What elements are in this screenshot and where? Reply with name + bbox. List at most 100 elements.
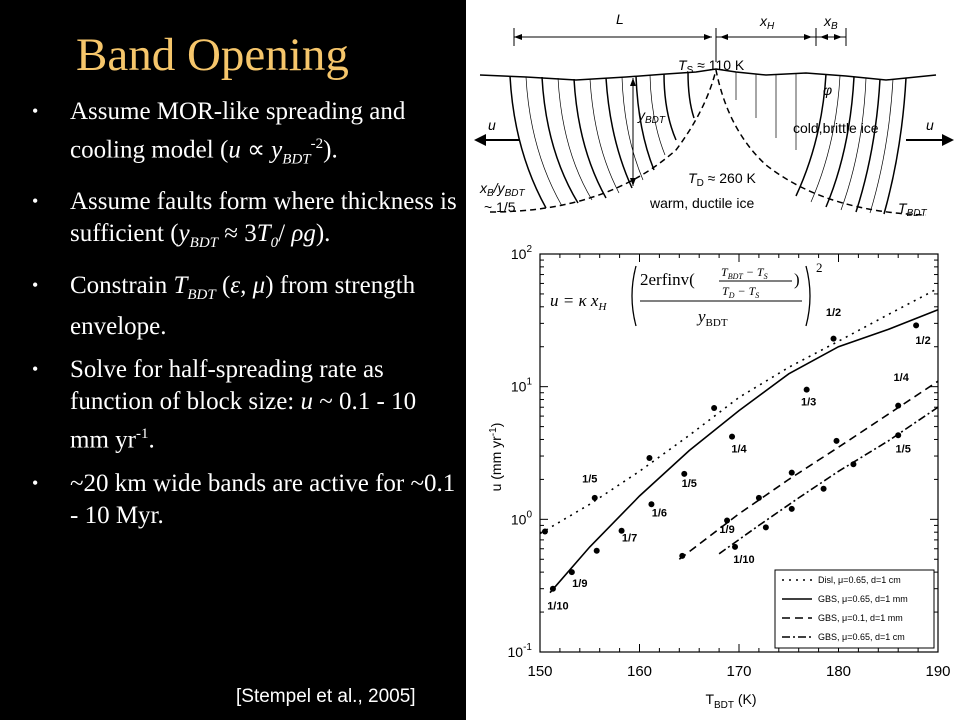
y-tick-label: 102 <box>511 244 533 262</box>
equation-denominator: yBDT <box>696 307 728 329</box>
bullet-text: ~ 0.1 - 10 mm yr <box>70 388 417 454</box>
point-label: 1/10 <box>547 600 568 612</box>
label-warm-ice: warm, ductile ice <box>649 195 754 211</box>
bullet-text: ( <box>215 272 231 300</box>
point-label: 1/2 <box>826 307 841 319</box>
data-point <box>549 585 556 592</box>
label-xb: xB <box>823 13 838 32</box>
data-point <box>833 437 840 444</box>
equation-numerator: 2erfinv( <box>640 270 695 289</box>
bullet-dot: • <box>32 472 39 493</box>
bullet-item: • Assume faults form where thickness is s… <box>32 186 457 259</box>
fault-hatching-left <box>525 74 666 207</box>
bullet-dot: • <box>32 275 39 296</box>
point-label: 1/4 <box>731 443 747 455</box>
bullet-text: ∝ <box>240 136 272 164</box>
bullet-text: ≈ 3 <box>218 220 257 248</box>
data-point <box>803 386 810 393</box>
label-u-right: u <box>926 117 934 133</box>
point-label: 1/6 <box>652 508 667 520</box>
label-L: L <box>616 11 624 27</box>
data-point <box>895 402 902 409</box>
bullet-text: ). <box>323 136 338 164</box>
data-point <box>755 494 762 501</box>
bullet-text: Assume faults form where thickness is su… <box>70 188 457 248</box>
band-diagram: L xH xB TS ≈ 110 K <box>474 11 954 219</box>
bullet-text: -1 <box>135 426 149 443</box>
bullet-text: T <box>173 272 188 300</box>
data-point <box>820 485 827 492</box>
label-cold-ice: cold,brittle ice <box>793 120 879 136</box>
bullet-dot: • <box>32 191 39 212</box>
bullet-text: 0 <box>270 235 279 252</box>
point-label: 1/9 <box>572 578 587 590</box>
equation-frac-top: TBDT − TS <box>721 265 768 281</box>
label-tbdt: TBDT <box>898 200 927 219</box>
data-point <box>729 433 736 440</box>
data-point <box>830 335 837 342</box>
bullet-text: ρg <box>291 220 316 248</box>
bullet-text: u <box>300 388 314 416</box>
equation-numerator-close: ) <box>794 270 800 289</box>
point-label: 1/2 <box>915 335 930 347</box>
fault-blocks-right <box>795 73 907 215</box>
axis-ticks: 150 160 170 180 190 10-1 100 101 102 <box>508 244 951 680</box>
label-u-left: u <box>488 117 496 133</box>
legend-entry: GBS, μ=0.65, d=1 cm <box>818 632 905 642</box>
label-ratio-value: ~ 1/5 <box>484 199 516 215</box>
data-point <box>648 501 655 508</box>
series-line <box>678 380 939 560</box>
label-ratio: xB/yBDT <box>479 180 525 199</box>
data-point <box>591 494 598 501</box>
data-point <box>788 469 795 476</box>
equation-power: 2 <box>816 260 823 275</box>
u-arrowhead-right <box>942 134 954 146</box>
bullet-text: ) from strength envelope. <box>70 272 416 341</box>
bullet-text: ). <box>315 220 331 248</box>
equation-paren-left <box>631 265 637 327</box>
data-point <box>762 524 769 531</box>
bullet-text: Assume MOR-like spreading and cooling mo… <box>70 98 406 164</box>
x-tick-label: 160 <box>627 663 652 680</box>
data-point <box>732 543 739 550</box>
bullet-text: u <box>228 136 241 164</box>
bullet-text: ~20 km wide bands are active for ~0.1 - … <box>70 469 456 529</box>
data-point <box>593 547 600 554</box>
equation-frac-bottom: TD − TS <box>722 284 759 300</box>
data-point <box>646 454 653 461</box>
legend-box <box>774 569 935 649</box>
bullet-text: y <box>271 136 283 164</box>
bullet-item: • Solve for half-spreading rate as functi… <box>32 354 457 456</box>
point-label: 1/9 <box>719 524 734 536</box>
chart-series <box>539 287 939 594</box>
y-tick-label: 10-1 <box>508 642 533 660</box>
legend-entry: GBS, μ=0.1, d=1 mm <box>818 613 903 623</box>
fault-hatching-right <box>735 72 894 214</box>
label-phi: φ <box>823 82 832 98</box>
bullet-text: T <box>256 220 271 248</box>
bullet-text: y <box>178 220 190 248</box>
data-point <box>711 405 718 412</box>
figure-panel: L xH xB TS ≈ 110 K <box>466 0 960 720</box>
bullet-text: BDT <box>282 151 311 168</box>
data-point <box>724 517 731 524</box>
x-axis-label: TBDT (K) <box>705 691 756 711</box>
point-label: 1/5 <box>682 478 697 490</box>
data-point <box>568 569 575 576</box>
point-labels: 1/5 1/2 1/10 1/9 1/7 1/6 1/5 1/4 1/3 1/2 1/9 1/4 1/1… <box>547 307 931 612</box>
citation: [Stempel et al., 2005] <box>236 686 416 707</box>
bullet-text: ε, μ <box>230 272 266 300</box>
legend-entry: Disl, μ=0.65, d=1 cm <box>818 575 901 585</box>
bullet-dot: • <box>32 359 39 380</box>
bdt-boundary <box>489 69 927 216</box>
point-label: 1/4 <box>894 372 910 384</box>
data-point <box>618 527 625 534</box>
bullet-text: / <box>278 220 292 248</box>
bullet-item: • Assume MOR-like spreading and cooling m… <box>32 96 457 175</box>
bullet-list: • Assume MOR-like spreading and cooling m… <box>32 96 457 543</box>
series-line <box>549 308 939 594</box>
label-ybdt: yBDT <box>637 107 666 126</box>
bullet-text: BDT <box>187 287 216 304</box>
slide-title: Band Opening <box>76 29 349 81</box>
point-label: 1/3 <box>801 397 816 409</box>
